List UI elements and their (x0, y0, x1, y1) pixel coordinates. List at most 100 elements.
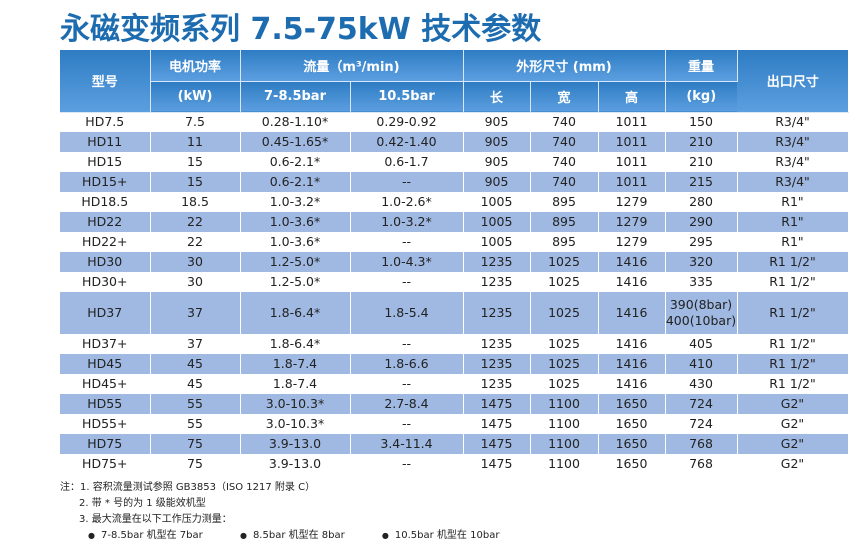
cell-flow-a: 3.0-10.3* (240, 394, 351, 414)
cell-length: 1475 (463, 394, 531, 414)
cell-weight: 210 (665, 132, 738, 152)
cell-power: 45 (150, 354, 241, 374)
cell-width: 1100 (530, 414, 599, 434)
notes: 注：1. 容积流量测试参照 GB3853（ISO 1217 附录 C） 2. 带… (60, 480, 533, 544)
table-row: HD30 30 1.2-5.0* 1.0-4.3* 1235 1025 1416 320 R1 … (60, 252, 849, 272)
table-row: HD55 55 3.0-10.3* 2.7-8.4 1475 1100 1650 724 G2" (60, 394, 849, 414)
bullet-item: 8.5bar 机型在 8bar (240, 528, 345, 544)
cell-flow-a: 0.28-1.10* (240, 112, 351, 132)
cell-model: HD18.5 (60, 192, 151, 212)
cell-flow-b: -- (350, 454, 464, 474)
cell-height: 1416 (598, 354, 666, 374)
header-height: 高 (598, 81, 666, 113)
cell-length: 1235 (463, 374, 531, 394)
cell-weight: 290 (665, 212, 738, 232)
cell-flow-b: 2.7-8.4 (350, 394, 464, 414)
cell-model: HD45 (60, 354, 151, 374)
cell-model: HD55 (60, 394, 151, 414)
header-dimensions: 外形尺寸 (mm) (463, 50, 666, 82)
header-model: 型号 (60, 50, 151, 113)
cell-width: 1025 (530, 354, 599, 374)
cell-model: HD30+ (60, 272, 151, 292)
header-outlet: 出口尺寸 (737, 50, 848, 113)
cell-height: 1279 (598, 192, 666, 212)
cell-power: 22 (150, 212, 241, 232)
cell-flow-a: 0.6-2.1* (240, 172, 351, 192)
cell-height: 1011 (598, 112, 666, 132)
cell-height: 1011 (598, 172, 666, 192)
cell-flow-a: 0.45-1.65* (240, 132, 351, 152)
cell-outlet: R1 1/2" (737, 374, 849, 394)
table-row: HD22+ 22 1.0-3.6* -- 1005 895 1279 295 R1" (60, 232, 849, 252)
table-row: HD11 11 0.45-1.65* 0.42-1.40 905 740 1011 210 R3… (60, 132, 849, 152)
cell-model: HD11 (60, 132, 151, 152)
cell-model: HD7.5 (60, 112, 151, 132)
cell-model: HD15 (60, 152, 151, 172)
cell-flow-a: 1.0-3.6* (240, 232, 351, 252)
note-3: 3. 最大流量在以下工作压力测量： (79, 514, 232, 525)
cell-model: HD30 (60, 252, 151, 272)
cell-height: 1650 (598, 454, 666, 474)
cell-height: 1650 (598, 414, 666, 434)
cell-model: HD55+ (60, 414, 151, 434)
table-row: HD75+ 75 3.9-13.0 -- 1475 1100 1650 768 G2" (60, 454, 849, 474)
note-2: 2. 带 * 号的为 1 级能效机型 (79, 498, 206, 509)
table-row: HD45 45 1.8-7.4 1.8-6.6 1235 1025 1416 410 R1 1/… (60, 354, 849, 374)
cell-outlet: G2" (737, 414, 849, 434)
cell-flow-b: -- (350, 272, 464, 292)
cell-width: 1100 (530, 434, 599, 454)
cell-height: 1011 (598, 132, 666, 152)
cell-outlet: R3/4" (737, 112, 849, 132)
cell-power: 18.5 (150, 192, 241, 212)
cell-flow-a: 0.6-2.1* (240, 152, 351, 172)
cell-width: 895 (530, 232, 599, 252)
cell-outlet: R1" (737, 192, 849, 212)
cell-length: 905 (463, 172, 531, 192)
cell-length: 1005 (463, 192, 531, 212)
cell-flow-b: 3.4-11.4 (350, 434, 464, 454)
cell-power: 37 (150, 292, 241, 334)
cell-width: 1100 (530, 454, 599, 474)
cell-power: 37 (150, 334, 241, 354)
cell-width: 1100 (530, 394, 599, 414)
cell-flow-b: -- (350, 414, 464, 434)
table-row: HD30+ 30 1.2-5.0* -- 1235 1025 1416 335 R1 1/2" (60, 272, 849, 292)
cell-width: 895 (530, 192, 599, 212)
cell-flow-b: 1.0-2.6* (350, 192, 464, 212)
table-row: HD37+ 37 1.8-6.4* -- 1235 1025 1416 405 R1 1/2" (60, 334, 849, 354)
cell-weight: 390(8bar) 400(10bar) (665, 292, 738, 334)
cell-weight: 768 (665, 454, 738, 474)
cell-flow-b: -- (350, 374, 464, 394)
table-row: HD15+ 15 0.6-2.1* -- 905 740 1011 215 R3/4" (60, 172, 849, 192)
cell-outlet: R1 1/2" (737, 334, 849, 354)
cell-model: HD75 (60, 434, 151, 454)
cell-model: HD75+ (60, 454, 151, 474)
cell-flow-a: 3.9-13.0 (240, 434, 351, 454)
table-row: HD55+ 55 3.0-10.3* -- 1475 1100 1650 724 G2" (60, 414, 849, 434)
cell-width: 1025 (530, 252, 599, 272)
header-length: 长 (463, 81, 531, 113)
header-flow-b: 10.5bar (350, 81, 464, 113)
cell-height: 1011 (598, 152, 666, 172)
spec-table: 型号 电机功率 流量（m³/min) 外形尺寸 (mm) 重量 出口尺寸 (kW… (60, 50, 849, 474)
cell-flow-b: 1.8-5.4 (350, 292, 464, 334)
note-1: 注：1. 容积流量测试参照 GB3853（ISO 1217 附录 C） (60, 482, 316, 493)
table-row: HD7.5 7.5 0.28-1.10* 0.29-0.92 905 740 1011 150… (60, 112, 849, 132)
cell-height: 1650 (598, 434, 666, 454)
cell-power: 75 (150, 454, 241, 474)
cell-outlet: G2" (737, 434, 849, 454)
cell-flow-b: -- (350, 334, 464, 354)
cell-power: 75 (150, 434, 241, 454)
cell-outlet: G2" (737, 454, 849, 474)
cell-weight: 295 (665, 232, 738, 252)
cell-flow-a: 1.8-7.4 (240, 354, 351, 374)
cell-length: 1235 (463, 272, 531, 292)
cell-weight: 320 (665, 252, 738, 272)
cell-model: HD22+ (60, 232, 151, 252)
cell-weight: 768 (665, 434, 738, 454)
cell-power: 55 (150, 414, 241, 434)
cell-flow-b: 0.42-1.40 (350, 132, 464, 152)
cell-model: HD37 (60, 292, 151, 334)
cell-power: 30 (150, 252, 241, 272)
table-row: HD18.5 18.5 1.0-3.2* 1.0-2.6* 1005 895 1279 280… (60, 192, 849, 212)
